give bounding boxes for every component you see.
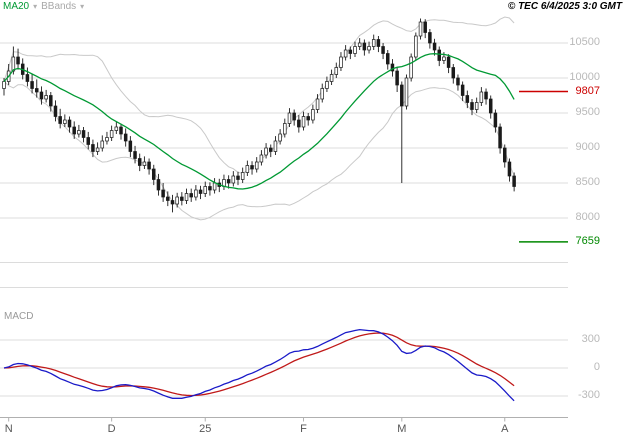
level-label: 9807 [575,84,600,97]
gridlines [0,42,568,422]
macd-line [3,328,515,402]
month-axis-label: 25 [199,423,212,435]
macd-axis-label: 0 [593,361,600,373]
month-axis-label: M [397,423,407,435]
price-axis-label: 8500 [575,176,600,188]
macd-axis-label: -300 [577,389,600,401]
price-axis-label: 9000 [575,141,600,153]
month-axis-label: D [107,423,116,435]
month-axis-label: N [4,423,13,435]
month-axis-label: A [501,423,509,435]
price-axis-label: 9500 [575,106,600,118]
price-axis-label: 10000 [569,71,600,83]
legend-item-bbands[interactable]: BBands [41,1,77,12]
level-label: 7659 [575,234,600,247]
price-axis-label: 10500 [569,36,600,48]
candlestick-series [2,18,516,213]
chevron-down-icon[interactable]: ▾ [80,2,85,11]
chart-legend: MA20 ▾ BBands ▾ [3,1,84,13]
copyright-text: © TEC 6/4/2025 3:0 GMT [507,1,622,12]
legend-item-ma20[interactable]: MA20 [3,1,30,12]
ma20-line [3,53,515,190]
chevron-down-icon[interactable]: ▾ [33,2,38,11]
bollinger-lower-line [3,81,515,221]
bollinger-upper-line [3,16,515,174]
month-axis-label: F [300,423,307,435]
macd-axis-label: 300 [581,333,600,345]
price-axis-label: 8000 [575,211,600,223]
macd-pane-label: MACD [4,311,34,322]
